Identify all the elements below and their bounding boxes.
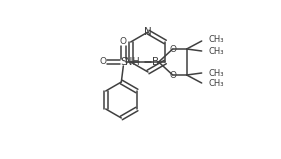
Text: O: O — [169, 70, 176, 80]
Text: S: S — [120, 57, 127, 67]
Text: O: O — [100, 58, 107, 66]
Text: CH₃: CH₃ — [209, 80, 224, 89]
Text: CH₃: CH₃ — [209, 35, 224, 45]
Text: O: O — [169, 45, 176, 53]
Text: CH₃: CH₃ — [209, 46, 224, 55]
Text: CH₃: CH₃ — [209, 69, 224, 77]
Text: NH: NH — [124, 57, 139, 67]
Text: O: O — [120, 38, 127, 46]
Text: N: N — [144, 27, 152, 37]
Text: B: B — [152, 57, 159, 67]
